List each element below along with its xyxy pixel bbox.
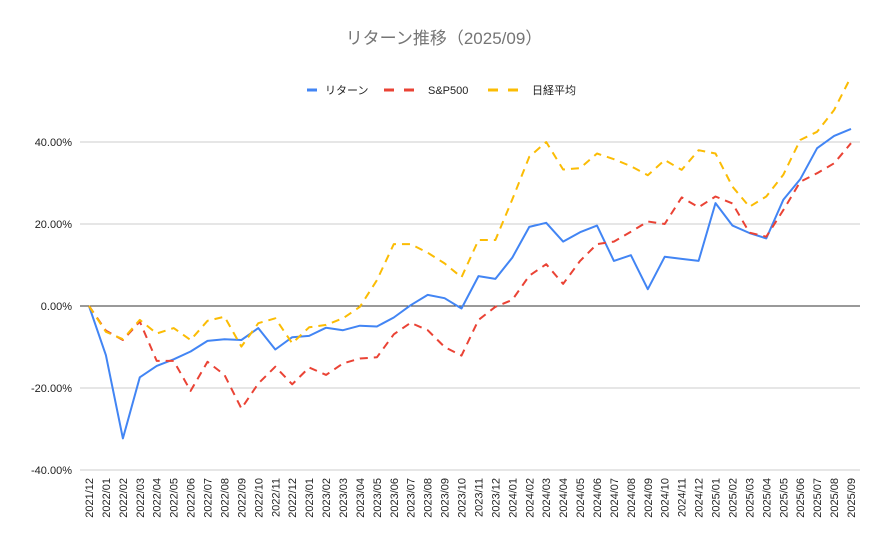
y-axis: -40.00% -20.00% 0.00% 20.00% 40.00% <box>31 137 72 477</box>
x-tick-label: 2023/07 <box>406 478 418 518</box>
x-tick-label: 2025/01 <box>711 478 723 518</box>
x-tick-label: 2025/09 <box>846 478 858 518</box>
x-tick-label: 2023/06 <box>389 478 401 518</box>
legend-item: S&P500 <box>384 85 468 97</box>
x-tick-label: 2023/02 <box>321 478 333 518</box>
x-tick-label: 2024/06 <box>592 478 604 518</box>
x-tick-label: 2023/08 <box>423 478 435 518</box>
x-tick-label: 2023/03 <box>338 478 350 518</box>
x-tick-label: 2022/04 <box>152 478 164 518</box>
legend-label: 日経平均 <box>532 84 576 97</box>
y-tick-label: -20.00% <box>31 383 72 395</box>
x-tick-label: 2023/04 <box>355 478 367 518</box>
series-line-1 <box>88 127 852 440</box>
legend-label: S&P500 <box>428 85 468 97</box>
x-tick-label: 2022/05 <box>169 478 181 518</box>
x-tick-label: 2022/11 <box>270 478 282 517</box>
legend: リターン S&P500 日経平均 <box>307 84 576 97</box>
y-tick-label: 0.00% <box>41 301 72 313</box>
x-tick-label: 2023/10 <box>457 478 469 518</box>
x-tick-label: 2023/01 <box>304 478 316 518</box>
series-group <box>88 76 852 440</box>
y-tick-label: 20.00% <box>35 219 73 231</box>
y-tick-label: 40.00% <box>35 137 73 149</box>
y-tick-label: -40.00% <box>31 465 72 477</box>
x-tick-label: 2022/01 <box>101 478 113 518</box>
x-tick-label: 2024/12 <box>694 478 706 518</box>
x-tick-label: 2024/11 <box>677 478 689 517</box>
x-tick-label: 2022/06 <box>186 478 198 518</box>
x-axis: 2021/12 2022/01 2022/02 2022/03 2022/04 2022/… <box>84 478 858 518</box>
x-tick-label: 2024/08 <box>626 478 638 518</box>
x-tick-label: 2025/02 <box>727 478 739 518</box>
x-tick-label: 2023/05 <box>372 478 384 518</box>
legend-label: リターン <box>325 84 368 97</box>
series-line-3 <box>88 76 852 348</box>
x-tick-label: 2025/03 <box>744 478 756 518</box>
x-tick-label: 2024/02 <box>524 478 536 518</box>
x-tick-label: 2024/03 <box>541 478 553 518</box>
x-tick-label: 2024/10 <box>660 478 672 518</box>
x-tick-label: 2022/07 <box>203 478 215 518</box>
legend-item: リターン <box>307 84 368 97</box>
x-tick-label: 2024/04 <box>558 478 570 518</box>
x-tick-label: 2022/12 <box>287 478 299 518</box>
x-tick-label: 2021/12 <box>84 478 96 518</box>
x-tick-label: 2023/11 <box>473 478 485 517</box>
x-tick-label: 2024/01 <box>507 478 519 518</box>
gridlines <box>80 141 860 471</box>
x-tick-label: 2022/03 <box>135 478 147 518</box>
x-tick-label: 2024/09 <box>643 478 655 518</box>
x-tick-label: 2024/05 <box>575 478 587 518</box>
x-tick-label: 2025/06 <box>795 478 807 518</box>
x-tick-label: 2025/04 <box>761 478 773 518</box>
x-tick-label: 2025/05 <box>778 478 790 518</box>
x-tick-label: 2022/02 <box>118 478 130 518</box>
x-tick-label: 2025/08 <box>829 478 841 518</box>
x-tick-label: 2022/09 <box>236 478 248 518</box>
legend-item: 日経平均 <box>488 84 576 97</box>
series-line-2 <box>88 142 852 410</box>
x-tick-label: 2025/07 <box>812 478 824 518</box>
x-tick-label: 2024/07 <box>609 478 621 518</box>
chart-title: リターン推移（2025/09） <box>346 29 543 48</box>
x-tick-label: 2022/08 <box>219 478 231 518</box>
x-tick-label: 2022/10 <box>253 478 265 518</box>
x-tick-label: 2023/12 <box>490 478 502 518</box>
x-tick-label: 2023/09 <box>440 478 452 518</box>
